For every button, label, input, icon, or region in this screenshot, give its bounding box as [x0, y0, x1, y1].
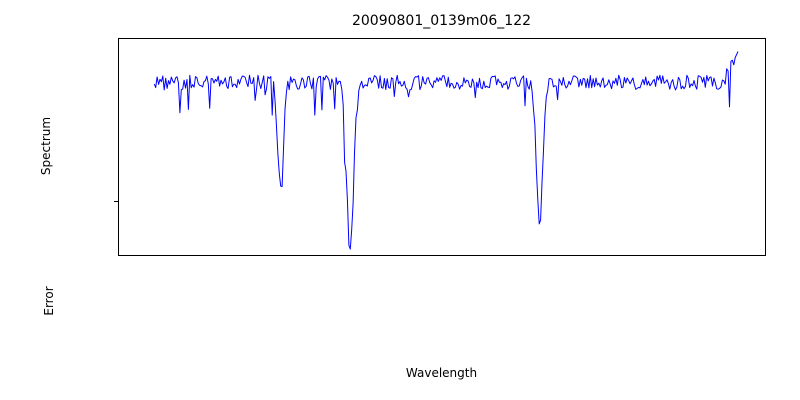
- chart-title: 20090801_0139m06_122: [351, 13, 532, 29]
- spectrum-line: [153, 51, 739, 250]
- x-axis-label: Wavelength: [405, 366, 478, 380]
- spectrum-panel-frame: [118, 38, 766, 256]
